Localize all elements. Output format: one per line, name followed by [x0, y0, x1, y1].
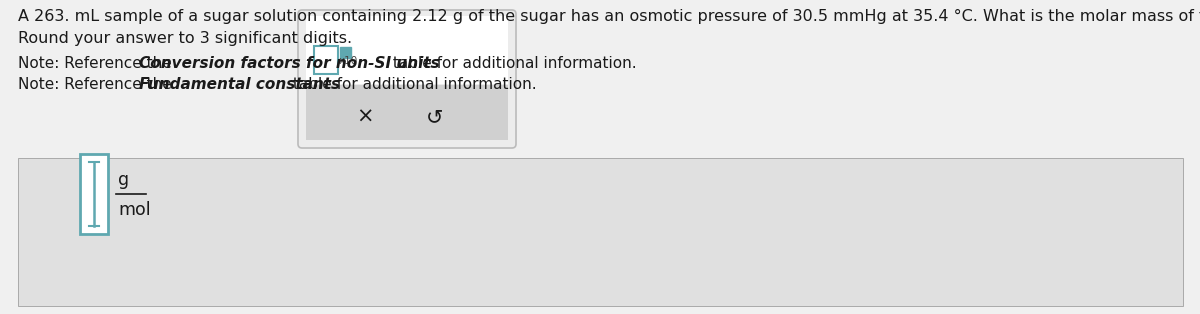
- FancyBboxPatch shape: [0, 0, 1200, 159]
- Text: Note: Reference the: Note: Reference the: [18, 56, 176, 71]
- FancyBboxPatch shape: [80, 154, 108, 234]
- Text: Conversion factors for non-SI units: Conversion factors for non-SI units: [139, 56, 439, 71]
- FancyBboxPatch shape: [18, 158, 1183, 306]
- Text: table for additional information.: table for additional information.: [388, 56, 636, 71]
- Text: Round your answer to 3 significant digits.: Round your answer to 3 significant digit…: [18, 31, 352, 46]
- Text: Fundamental constants: Fundamental constants: [139, 77, 340, 92]
- FancyBboxPatch shape: [314, 46, 338, 73]
- Text: Note: Reference the: Note: Reference the: [18, 77, 176, 92]
- FancyBboxPatch shape: [306, 16, 508, 84]
- Text: A 263. mL sample of a sugar solution containing 2.12 g of the sugar has an osmot: A 263. mL sample of a sugar solution con…: [18, 9, 1200, 24]
- FancyBboxPatch shape: [306, 85, 508, 140]
- Text: ×: ×: [356, 107, 373, 127]
- Text: g: g: [118, 171, 130, 189]
- Text: mol: mol: [118, 201, 151, 219]
- Text: x10: x10: [340, 56, 359, 66]
- FancyBboxPatch shape: [340, 46, 352, 57]
- FancyBboxPatch shape: [298, 10, 516, 148]
- Text: table for additional information.: table for additional information.: [288, 77, 536, 92]
- Text: ↺: ↺: [426, 107, 443, 127]
